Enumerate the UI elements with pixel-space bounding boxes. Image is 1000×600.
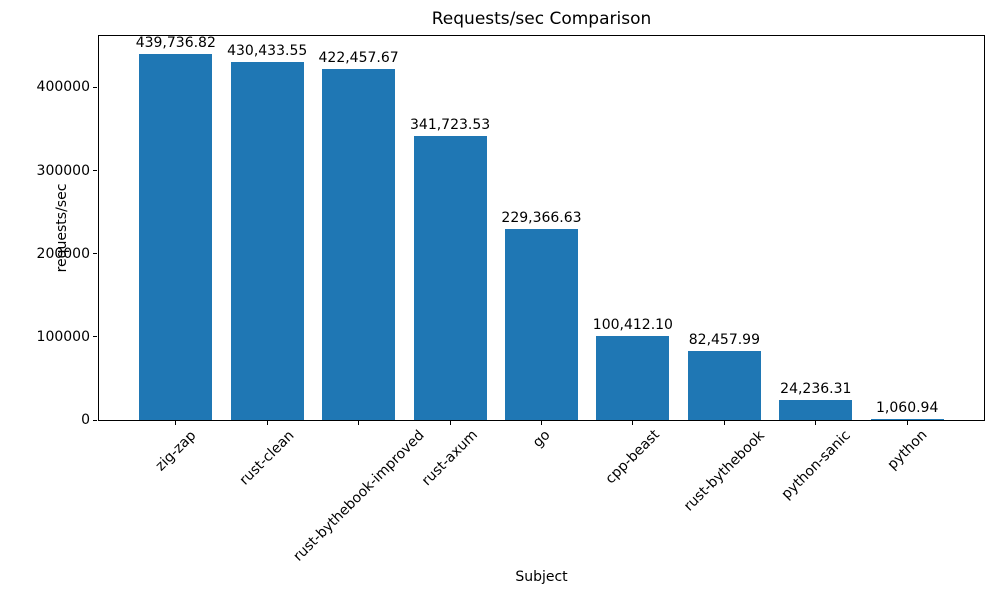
x-tick-label: go	[529, 427, 554, 451]
bar-value-label: 422,457.67	[318, 50, 399, 66]
chart-title: Requests/sec Comparison	[431, 9, 652, 29]
x-tick	[358, 421, 360, 425]
bar-value-label: 100,412.10	[592, 317, 673, 333]
x-tick-label: python	[884, 427, 931, 474]
x-tick-label: rust-bythebook	[680, 427, 768, 515]
x-tick	[541, 421, 542, 425]
bar	[322, 69, 396, 420]
y-tick	[93, 336, 97, 338]
x-tick-label: python-sanic	[778, 427, 854, 503]
x-tick	[175, 421, 177, 425]
bar-value-label: 82,457.99	[688, 332, 761, 348]
x-tick-label: zig-zap	[152, 427, 200, 474]
bar-value-label: 24,236.31	[780, 381, 852, 397]
bar	[687, 351, 761, 420]
bar-value-label: 439,736.82	[135, 35, 216, 51]
bar	[779, 400, 853, 420]
bar	[596, 336, 670, 420]
bar	[139, 54, 213, 420]
bar	[230, 62, 304, 420]
x-tick	[632, 421, 634, 425]
y-tick-label: 400000	[36, 79, 90, 96]
x-tick	[723, 421, 725, 425]
y-tick	[93, 170, 97, 171]
y-tick-label: 0	[81, 412, 90, 428]
y-tick-label: 200000	[36, 245, 90, 262]
bar	[413, 136, 487, 420]
y-tick	[93, 419, 97, 421]
x-axis-label: Subject	[515, 569, 568, 585]
x-tick	[266, 421, 268, 425]
x-tick	[815, 421, 817, 425]
y-tick	[93, 253, 97, 255]
x-tick-label: rust-bythebook-improved	[290, 427, 428, 565]
x-tick-label: rust-clean	[236, 427, 298, 489]
y-tick-label: 100000	[36, 328, 90, 345]
bar-value-label: 341,723.53	[410, 117, 491, 133]
x-tick-label: rust-axum	[418, 427, 482, 490]
bar-value-label: 229,366.63	[501, 210, 582, 226]
bar	[504, 229, 578, 420]
bar-value-label: 430,433.55	[227, 43, 308, 59]
bar	[870, 419, 944, 420]
x-tick	[449, 421, 451, 425]
bar-value-label: 1,060.94	[876, 400, 939, 416]
x-tick-label: cpp-beast	[602, 427, 664, 488]
y-tick-label: 300000	[36, 162, 90, 179]
y-tick	[93, 86, 97, 88]
x-tick	[906, 421, 908, 425]
plot-area: 439,736.82 430,433.55 422,457.67 341,723.53…	[98, 35, 985, 421]
